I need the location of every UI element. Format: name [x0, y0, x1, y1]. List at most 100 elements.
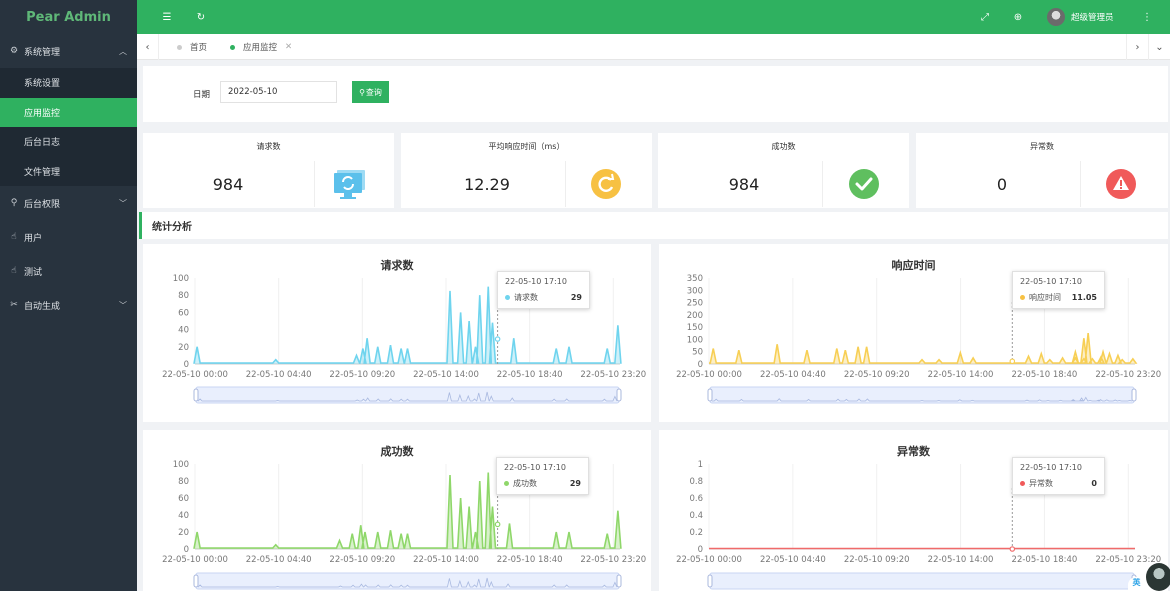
menu-item-label: 用户	[24, 233, 43, 244]
check-circle-icon	[849, 169, 879, 199]
menu-group-label: 自动生成	[24, 301, 61, 312]
y-tick-label: 0	[184, 360, 189, 370]
user-menu[interactable]: 超级管理员	[1047, 0, 1127, 34]
query-label: 查询	[365, 87, 382, 97]
date-input[interactable]	[220, 81, 337, 103]
tab-bar: ‹ 首页 应用监控 ✕ › ⌄	[137, 34, 1170, 60]
datazoom-handle-right	[616, 388, 622, 402]
globe-icon[interactable]: ⊕	[1013, 11, 1023, 23]
x-tick-label: 22-05-10 14:00	[928, 555, 994, 565]
x-tick-label: 22-05-10 09:20	[844, 555, 910, 565]
y-tick-label: 40	[178, 511, 189, 521]
x-tick-label: 22-05-10 00:00	[162, 555, 228, 565]
chart-title: 响应时间	[891, 259, 936, 272]
chart-panel-response-time: 0 50 100 150 200 250 300 350 22-05-10 00:00 22-05…	[659, 244, 1168, 422]
sidebar-item-app-monitor[interactable]: 应用监控	[0, 97, 137, 127]
sidebar-item-file-manage[interactable]: 文件管理	[24, 167, 61, 178]
menu-toggle-icon[interactable]: ☰	[162, 11, 172, 23]
query-button[interactable]: ⚲ 查询	[352, 81, 389, 103]
y-tick-label: 60	[178, 494, 189, 504]
hand-icon: ☝	[11, 232, 17, 242]
menu-group-permission[interactable]: ⚲ 后台权限 ﹀	[0, 186, 137, 220]
menu-group-autogen[interactable]: ✂ 自动生成 ﹀	[0, 288, 137, 322]
more-vertical-icon[interactable]: ⋮	[1142, 11, 1152, 23]
close-icon[interactable]: ✕	[285, 42, 293, 52]
sidebar: Pear Admin ⚙ 系统管理 ︿ 系统设置 应用监控 后台日志 文件管理 …	[0, 0, 137, 591]
tooltip-time: 22-05-10 17:10	[505, 277, 567, 286]
x-tick-label: 22-05-10 14:00	[413, 370, 479, 380]
app-logo[interactable]: Pear Admin	[0, 0, 137, 34]
y-tick-label: 60	[178, 308, 189, 318]
tooltip-time: 22-05-10 17:10	[504, 463, 566, 472]
y-tick-label: 100	[687, 335, 703, 345]
series-line	[193, 286, 622, 364]
tooltip-series: 响应时间	[1029, 293, 1061, 302]
tab-scroll-left-icon[interactable]: ‹	[137, 34, 159, 60]
chevron-up-icon: ︿	[119, 46, 127, 56]
tab-app-monitor[interactable]: 应用监控 ✕	[230, 34, 292, 60]
stat-title: 请求数	[256, 142, 281, 151]
x-tick-label: 22-05-10 18:40	[1012, 555, 1078, 565]
chart-tooltip: 22-05-10 17:10 异常数 0	[1012, 457, 1105, 495]
refresh-icon[interactable]: ↻	[196, 11, 206, 23]
fullscreen-icon[interactable]: ⤢	[981, 11, 989, 23]
tooltip-value: 29	[570, 293, 582, 302]
y-tick-label: 150	[687, 323, 703, 333]
x-tick-label: 22-05-10 23:20	[1095, 370, 1161, 380]
menu-item-test[interactable]: ☝ 测试	[0, 254, 137, 288]
sidebar-item-system-settings[interactable]: 系统设置	[24, 79, 61, 90]
menu-item-label: 测试	[24, 267, 43, 278]
floating-avatar[interactable]	[1146, 563, 1170, 591]
menu-group-system[interactable]: ⚙ 系统管理 ︿	[0, 34, 137, 68]
datazoom-handle-left	[193, 574, 199, 588]
x-tick-label: 22-05-10 00:00	[676, 370, 742, 380]
chevron-down-icon: ﹀	[119, 198, 127, 208]
y-tick-label: 0	[698, 545, 703, 555]
search-panel: 日期 ⚲查询	[143, 66, 1168, 122]
tools-icon: ✂	[10, 300, 18, 310]
series-line	[709, 332, 1138, 364]
tab-options-chevron-down-icon[interactable]: ⌄	[1148, 34, 1170, 60]
chart-panel-success: 0 20 40 60 80 100 22-05-10 00:00 22-05-10 04:40…	[143, 430, 651, 591]
tab-home[interactable]: 首页	[177, 34, 207, 60]
x-tick-label: 22-05-10 09:20	[329, 555, 395, 565]
datazoom-handle-left	[707, 574, 713, 588]
y-tick-label: 0	[184, 545, 189, 555]
stat-value: 984	[212, 175, 244, 194]
legend-dot-icon	[1020, 481, 1025, 486]
tooltip-value: 29	[569, 479, 581, 488]
y-tick-label: 0.4	[689, 511, 703, 521]
stat-title: 平均响应时间（ms）	[488, 142, 565, 151]
pointer-dot	[1009, 358, 1016, 365]
datazoom-preview	[197, 391, 618, 402]
datazoom-preview	[712, 396, 1133, 402]
tab-scroll-right-icon[interactable]: ›	[1126, 34, 1148, 60]
tab-dot-icon	[230, 44, 235, 50]
datazoom-handle-right	[616, 574, 622, 588]
chart-tooltip: 22-05-10 17:10 响应时间 11.05	[1012, 271, 1105, 309]
chart-panel-errors: 0 0.2 0.4 0.6 0.8 1 22-05-10 00:00 22-05-10 04:…	[659, 430, 1168, 591]
ime-language-indicator[interactable]: 英	[1128, 577, 1145, 591]
stat-value: 0	[996, 175, 1008, 194]
tooltip-series: 异常数	[1029, 479, 1053, 488]
pointer-dot	[494, 336, 501, 342]
x-tick-label: 22-05-10 23:20	[580, 555, 646, 565]
tab-label: 首页	[190, 43, 208, 53]
stat-value: 984	[728, 175, 760, 194]
stat-card-requests: 请求数 984	[143, 133, 394, 208]
tooltip-value: 0	[1091, 479, 1097, 488]
divider	[1080, 161, 1081, 207]
monitor-refresh-icon	[334, 170, 365, 199]
menu-group-label: 系统管理	[24, 47, 61, 58]
x-tick-label: 22-05-10 23:20	[580, 370, 646, 380]
section-title: 统计分析	[139, 212, 1168, 239]
pointer-dot	[494, 521, 501, 528]
menu-item-users[interactable]: ☝ 用户	[0, 220, 137, 254]
top-header: ☰ ↻ ⤢ ⊕ 超级管理员 ⋮	[137, 0, 1170, 34]
datazoom-handle-right	[1131, 388, 1137, 402]
x-tick-label: 22-05-10 04:40	[760, 555, 826, 565]
sidebar-item-backend-log[interactable]: 后台日志	[24, 138, 61, 149]
y-tick-label: 300	[687, 286, 703, 296]
x-tick-label: 22-05-10 04:40	[246, 555, 312, 565]
tooltip-time: 22-05-10 17:10	[1020, 463, 1082, 472]
